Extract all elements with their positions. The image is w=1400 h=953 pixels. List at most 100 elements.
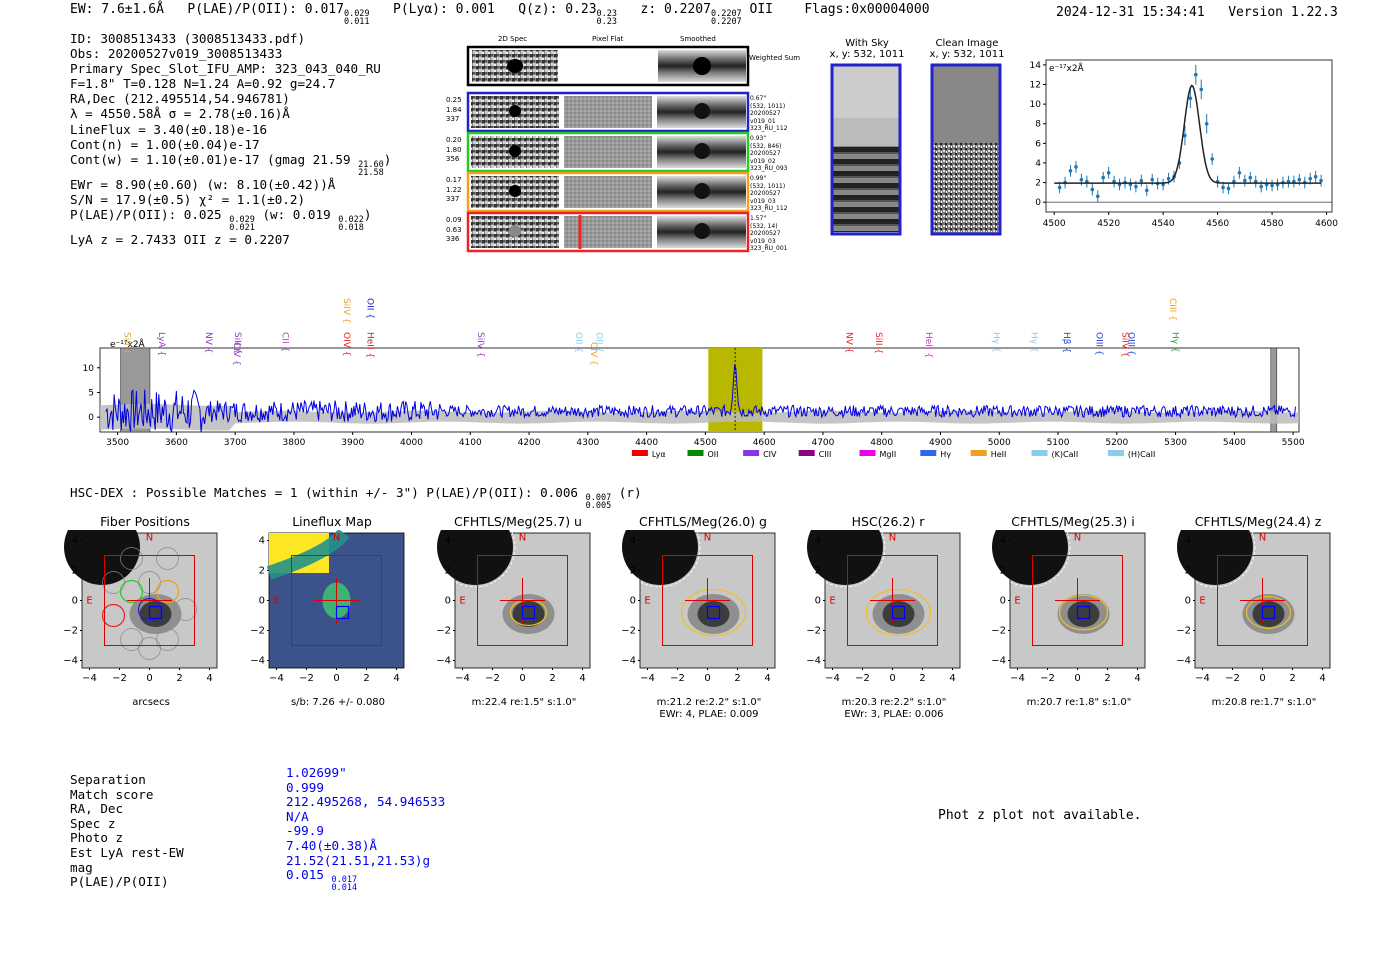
full-line-marker: HeII {: [923, 332, 933, 358]
north-label: N: [146, 533, 153, 544]
bright-star: [807, 530, 883, 585]
north-label: N: [889, 533, 896, 544]
fiber-row: [466, 131, 750, 173]
cutout-xtick-label: 0: [1259, 673, 1265, 684]
zoom-xtick-label: 4560: [1206, 219, 1229, 229]
zoom-ytick-label: 14: [1030, 61, 1041, 71]
fiber-row-right-value: 20200527: [750, 150, 781, 158]
info-lambda: λ = 4550.58Å σ = 2.78(±0.16)Å: [70, 106, 290, 122]
zoom-xtick-label: 4580: [1261, 219, 1284, 229]
match-label-ew: Est LyA rest-EW: [70, 844, 184, 860]
zoom-xtick-label: 4540: [1152, 219, 1175, 229]
aperture-ellipse: [865, 588, 932, 637]
cutout-ytick-label: 4: [630, 536, 636, 547]
cutout-ytick-label: −2: [806, 626, 821, 637]
cutout-ytick-label: −4: [621, 656, 636, 667]
cutout-xtick-label: 4: [764, 673, 770, 684]
fiber-row-left-value: 0.20: [446, 136, 462, 144]
cutout-ytick-label: −2: [436, 626, 451, 637]
legend-swatch: [743, 450, 760, 456]
fiber-circle: [155, 579, 180, 604]
full-xtick-label: 4000: [400, 438, 423, 448]
header-z-type: OII: [749, 2, 773, 17]
detection-info: ID: 3008513433 (3008513433.pdf) Obs: 202…: [70, 31, 391, 247]
clean-coords: x, y: 532, 1011: [929, 49, 1005, 60]
weighted-sum-row: [466, 45, 750, 87]
zoom-data-point: [1297, 177, 1302, 182]
cutout-caption: m:20.3 re:2.2" s:1.0" EWr: 3, PLAE: 0.006: [813, 697, 975, 721]
galaxy-halo: [1057, 594, 1110, 634]
zoom-data-point: [1134, 184, 1138, 189]
fiber-row-right-value: 20200527: [750, 110, 781, 118]
info-plae-w-lo: 0.018: [338, 222, 364, 233]
cutout-ytick-label: 0: [1185, 596, 1191, 607]
fiber-row-peak: [509, 185, 521, 197]
cutout-xtick-label: −2: [1040, 673, 1055, 684]
fiber-row-right-label: 0.93" (532, 846) 20200527 v019_02 323_RU_093: [750, 135, 787, 173]
north-label: N: [1074, 533, 1081, 544]
info-sn: S/N = 17.9(±0.5) χ² = 1.1(±0.2): [70, 191, 306, 207]
full-xtick-label: 4600: [753, 438, 776, 448]
east-label: E: [1199, 596, 1205, 607]
legend-label: CIII: [819, 450, 832, 459]
fiber-circle: [101, 603, 126, 628]
header-datetime: 2024-12-31 15:34:41: [1056, 5, 1205, 20]
cutout-xtick-label: 4: [579, 673, 585, 684]
match-label-plae: P(LAE)/P(OII): [70, 874, 169, 890]
east-label: E: [273, 596, 279, 607]
zoom-data-point: [1106, 170, 1111, 175]
fiber-row-right-value: (532, 14): [750, 222, 778, 230]
galaxy-halo: [687, 594, 740, 634]
cutout-title: Fiber Positions: [100, 514, 190, 529]
clean-grain: [933, 143, 999, 232]
bright-star: [622, 530, 698, 585]
cutout-xtick-label: 2: [734, 673, 740, 684]
full-line-marker: NV {: [203, 332, 213, 353]
sky-title-block: With Sky x, y: 532, 1011: [822, 38, 912, 60]
search-box: [1217, 555, 1308, 646]
cutout-ytick-label: 2: [72, 566, 78, 577]
legend-label: (K)CaII: [1052, 450, 1079, 459]
cutout-xtick-label: −2: [855, 673, 870, 684]
cutout-xtick-label: 0: [146, 673, 152, 684]
sky-title: With Sky: [845, 38, 889, 49]
cutout-xtick-label: 4: [949, 673, 955, 684]
legend-label: Lyα: [652, 450, 666, 459]
zoom-data-point: [1226, 186, 1231, 191]
cutout-ytick-label: −4: [806, 656, 821, 667]
fiber-row-left-value: 0.25: [446, 96, 462, 104]
legend-swatch: [631, 450, 648, 456]
match-marker: [891, 605, 906, 620]
fiber-row-smoothed-peak: [694, 183, 710, 199]
search-box: [104, 555, 195, 646]
header-qz-hi: 0.23: [596, 9, 618, 19]
cutout-ytick-label: 4: [445, 536, 451, 547]
clean-title-block: Clean Image x, y: 532, 1011: [922, 38, 1012, 60]
zoom-data-point: [1068, 169, 1073, 173]
match-values: 1.02699" 0.999 212.495268, 54.946533 N/A…: [286, 765, 446, 892]
lineflux-gradient: [266, 530, 350, 580]
fiber-row-right-value: (532, 846): [750, 142, 782, 150]
zoom-data-point: [1194, 72, 1198, 77]
cutout-xtick-label: 2: [176, 673, 182, 684]
full-line-marker: OII {: [364, 298, 374, 319]
fiber-row-left-value: 1.22: [446, 185, 462, 194]
fiber-circle: [138, 637, 161, 660]
spec2d-grid: [466, 45, 750, 253]
cutout-caption-line1: m:22.4 re:1.5" s:1.0": [471, 697, 577, 708]
full-xtick-label: 5400: [1223, 438, 1246, 448]
match-value-radec: 212.495268, 54.946533: [286, 794, 446, 810]
full-line-marker: SiII {: [873, 332, 883, 354]
info-contw: Cont(w) = 1.10(±0.01)e-17 (gmag 21.59: [70, 151, 351, 167]
fiber-row-right-value: 20200527: [750, 190, 781, 198]
zoom-ytick-label: 0: [1035, 198, 1041, 208]
match-marker: [521, 605, 536, 620]
fiber-circle: [119, 579, 144, 604]
full-legend: Lyα OII CIV CIII MgII Hγ HeII (K)CaII (H)CaII: [631, 450, 1155, 459]
match-label-mag: mag: [70, 859, 93, 875]
full-line-marker: OII {: [573, 332, 583, 353]
fiber-row-smoothed-peak: [694, 223, 710, 239]
search-box: [662, 555, 753, 646]
cutout-ytick-label: −2: [250, 626, 265, 637]
full-line-marker: Hγ {: [1029, 332, 1039, 353]
